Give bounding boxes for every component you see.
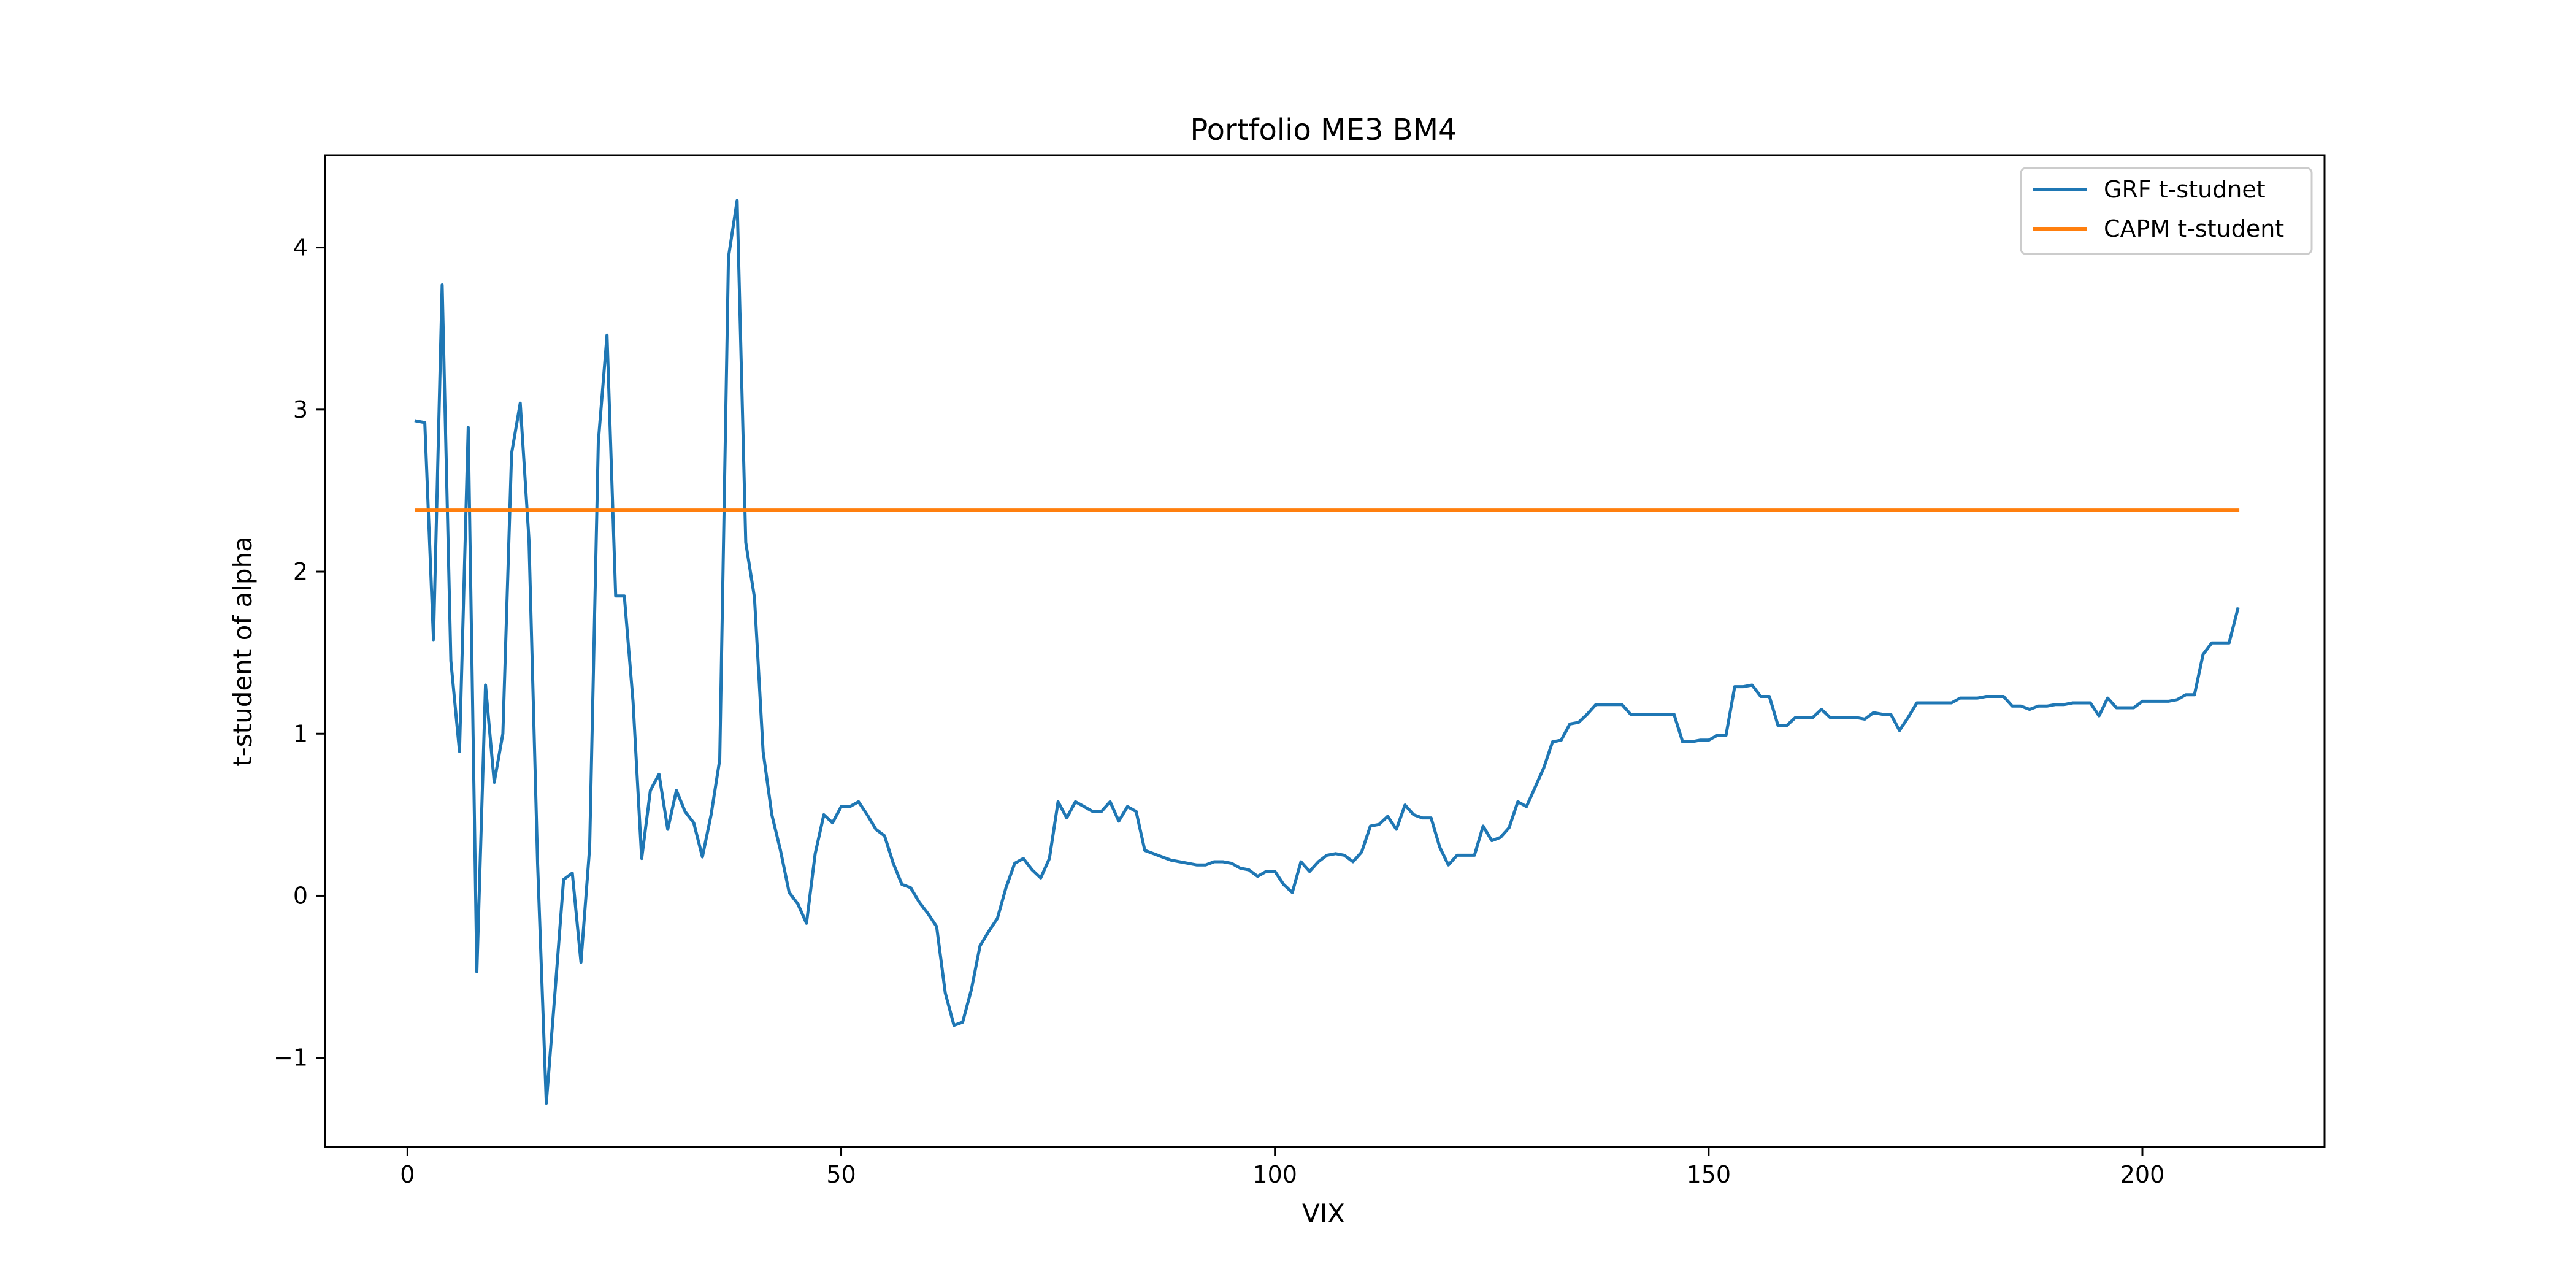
- y-tick-label: 4: [293, 234, 308, 261]
- legend-label-capm: CAPM t-student: [2104, 215, 2284, 242]
- x-tick-label: 100: [1252, 1161, 1297, 1188]
- series-line-grf: [414, 199, 2240, 1105]
- y-axis: −1 0 1 2 3 4: [274, 234, 325, 1071]
- x-tick-label: 50: [826, 1161, 856, 1188]
- y-tick-label: 3: [293, 396, 308, 423]
- x-tick-label: 150: [1687, 1161, 1731, 1188]
- y-tick-label: 0: [293, 882, 308, 909]
- x-axis-label: VIX: [1302, 1198, 1345, 1229]
- y-tick-label: 2: [293, 558, 308, 585]
- series-layer: [414, 199, 2240, 1105]
- legend: GRF t-studnet CAPM t-student: [2020, 167, 2313, 255]
- y-tick-label: 1: [293, 720, 308, 747]
- x-tick-label: 0: [400, 1161, 415, 1188]
- x-axis: 0 50 100 150 200: [400, 1147, 2164, 1188]
- y-tick-label: −1: [274, 1045, 308, 1071]
- legend-label-grf: GRF t-studnet: [2104, 176, 2266, 203]
- legend-box: [2020, 167, 2313, 255]
- y-axis-label: t-student of alpha: [228, 536, 258, 767]
- plot-frame: [324, 154, 2326, 1148]
- x-tick-label: 200: [2120, 1161, 2165, 1188]
- chart-title: Portfolio ME3 BM4: [1190, 113, 1457, 147]
